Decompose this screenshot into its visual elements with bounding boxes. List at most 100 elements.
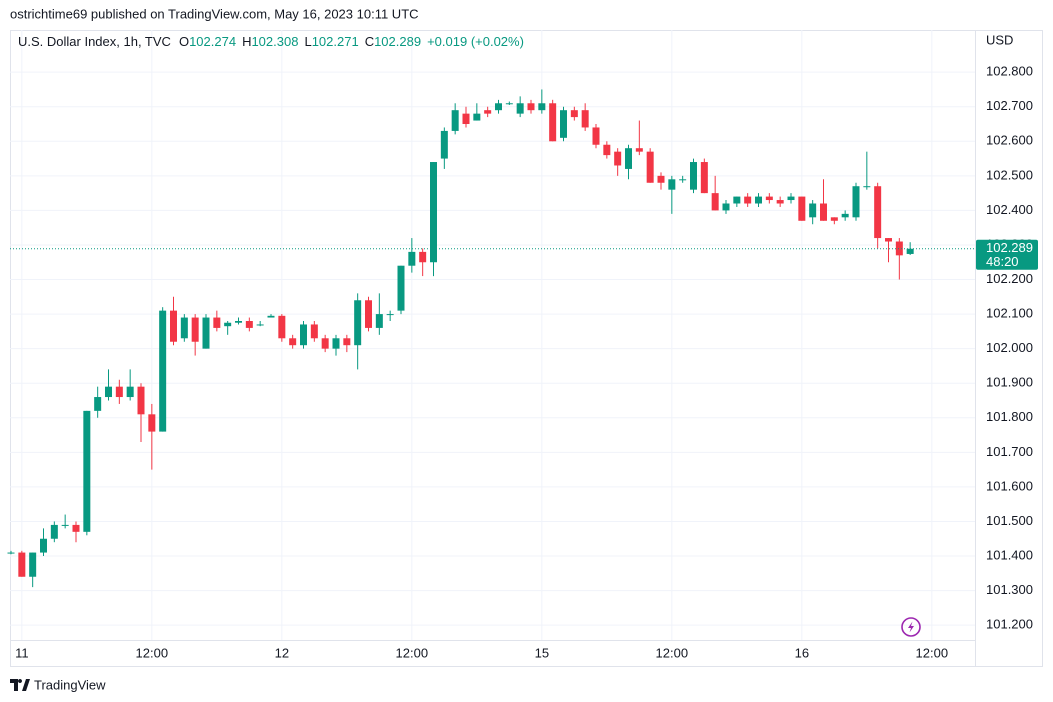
candle-body	[516, 103, 524, 114]
candle-body	[375, 314, 383, 328]
candle-body	[538, 103, 546, 111]
candle-body	[733, 196, 741, 204]
candle-body	[560, 110, 567, 138]
candle-body	[202, 317, 210, 349]
candle-body	[895, 241, 903, 256]
candle-body	[224, 322, 232, 327]
candle-body	[841, 213, 849, 218]
candle-body	[94, 397, 102, 411]
candle-body	[744, 196, 752, 204]
candle-body	[635, 148, 643, 152]
candle-body	[473, 113, 481, 121]
candle-body	[798, 196, 806, 221]
x-tick-label: 15	[535, 645, 549, 660]
candle-body	[679, 179, 687, 181]
y-tick-label: 101.800	[986, 409, 1033, 424]
candle-body	[256, 324, 264, 326]
candle-body	[700, 162, 708, 194]
x-tick-label: 16	[795, 645, 809, 660]
candle-body	[776, 200, 784, 204]
last-price-label: 102.289	[986, 240, 1033, 255]
legend-value: 102.271	[312, 34, 359, 49]
candle-body	[245, 321, 253, 328]
candle-body	[148, 414, 156, 432]
y-tick-label: 102.500	[986, 167, 1033, 182]
candle-body	[570, 110, 578, 118]
legend-title: U.S. Dollar Index, 1h, TVC	[18, 34, 171, 49]
candle-body	[885, 238, 892, 242]
candle-body	[809, 203, 817, 218]
candle-body	[115, 386, 123, 398]
x-tick-label: 11	[15, 645, 29, 660]
candle-body	[267, 315, 275, 318]
candle-body	[668, 179, 676, 190]
candle-body	[614, 151, 622, 166]
candle-body	[50, 524, 58, 539]
candle-body	[462, 113, 470, 125]
candle-body	[787, 196, 795, 201]
candle-body	[310, 324, 318, 339]
candle-body	[40, 538, 47, 553]
legend-key: C	[365, 34, 374, 49]
y-tick-label: 101.900	[986, 375, 1033, 390]
candle-body	[29, 552, 37, 577]
candle-body	[408, 251, 416, 266]
x-tick-label: 12	[275, 645, 289, 660]
legend-value: 102.289	[374, 34, 421, 49]
x-tick-label: 12:00	[396, 645, 429, 660]
candle-body	[126, 386, 134, 398]
x-tick-label: 12:00	[916, 645, 949, 660]
y-tick-label: 101.300	[986, 582, 1033, 597]
y-tick-label: 102.100	[986, 306, 1033, 321]
candle-body	[440, 130, 448, 159]
candle-body	[159, 310, 167, 432]
candle-body	[235, 321, 242, 323]
candle-body	[83, 410, 91, 532]
y-tick-label: 101.500	[986, 513, 1033, 528]
grid	[10, 30, 975, 640]
candle-body	[300, 324, 307, 346]
alert-icon[interactable]	[901, 617, 921, 637]
candle-body	[397, 265, 405, 311]
publisher: ostrichtime69 published on TradingView.c…	[10, 6, 419, 21]
candle-body	[625, 148, 632, 169]
footer-brand: TradingView	[34, 677, 106, 692]
y-tick-label: 102.200	[986, 271, 1033, 286]
y-tick-label: 101.400	[986, 547, 1033, 562]
candle-body	[657, 175, 665, 183]
candle-body	[105, 386, 112, 398]
currency: USD	[986, 32, 1013, 47]
candle-body	[581, 110, 589, 128]
last-price-box	[976, 239, 1038, 270]
candle-body	[592, 127, 600, 145]
candle-body	[354, 300, 362, 346]
candle-body	[365, 300, 372, 328]
y-tick-label: 102.700	[986, 98, 1033, 113]
candle-body	[820, 203, 827, 221]
candle-body	[505, 103, 513, 105]
candle-body	[451, 110, 459, 131]
candle-body	[430, 162, 437, 263]
candle-body	[906, 248, 914, 254]
candle-body	[419, 251, 427, 263]
y-tick-label: 102.600	[986, 133, 1033, 148]
candle-body	[343, 338, 351, 346]
candle-body	[874, 186, 882, 239]
candle-body	[690, 162, 697, 190]
candle-body	[180, 317, 188, 339]
legend-key: H	[242, 34, 251, 49]
candle-body	[137, 386, 145, 415]
candle-body	[765, 196, 773, 201]
legend-key: O	[179, 34, 189, 49]
y-tick-label: 102.000	[986, 340, 1033, 355]
y-tick-label: 102.800	[986, 64, 1033, 79]
candle-body	[830, 217, 838, 221]
legend-value: 102.308	[251, 34, 298, 49]
candle-body	[484, 110, 492, 114]
candle-body	[170, 310, 177, 342]
candle-body	[495, 103, 502, 111]
legend-key: L	[304, 34, 311, 49]
candles	[7, 89, 914, 588]
candle-body	[527, 103, 535, 111]
